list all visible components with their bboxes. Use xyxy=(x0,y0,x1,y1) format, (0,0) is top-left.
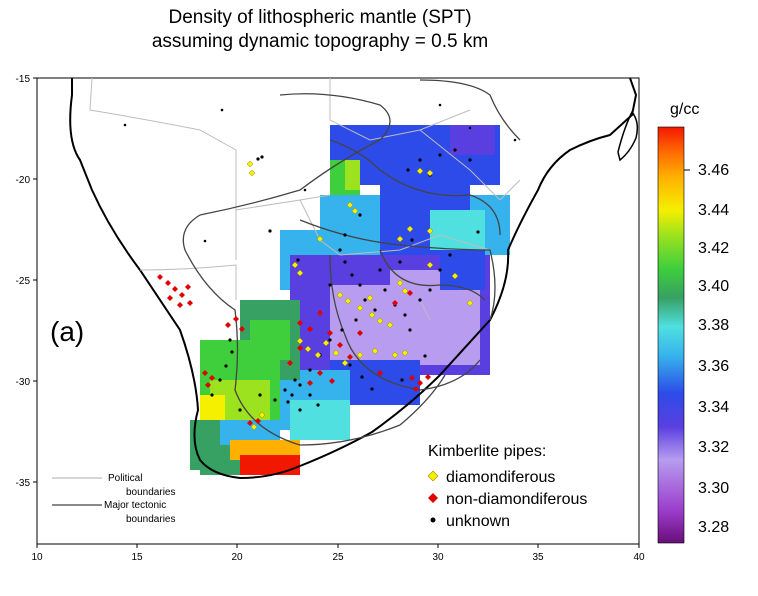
unknown-pipes xyxy=(123,103,517,412)
colorbar-bar xyxy=(657,126,685,544)
x-axis xyxy=(36,544,640,548)
colorbar-tick-label: 3.34 xyxy=(698,399,729,416)
colorbar-unit: g/cc xyxy=(670,101,699,118)
x-tick-label: 30 xyxy=(432,552,444,563)
colorbar-tick-label: 3.28 xyxy=(698,519,729,536)
y-tick-label: -25 xyxy=(16,276,31,287)
madagascar-outline xyxy=(617,110,639,162)
map-title-line-1: Density of lithospheric mantle (SPT) xyxy=(168,7,472,28)
colorbar-tick-label: 3.30 xyxy=(698,480,729,497)
x-tick-label: 20 xyxy=(231,552,243,563)
colorbar-tick-label: 3.32 xyxy=(698,439,729,456)
kimberlite-legend-title: Kimberlite pipes: xyxy=(428,443,546,460)
diamondiferous-legend-label: diamondiferous xyxy=(446,469,555,486)
tectonic-legend-label-1: Major tectonic xyxy=(104,500,166,511)
political-legend-label-1: Political xyxy=(108,473,142,484)
map-title-line-2: assuming dynamic topography = 0.5 km xyxy=(151,31,489,52)
y-tick-label: -35 xyxy=(16,478,31,489)
y-tick-label: -30 xyxy=(16,377,31,388)
y-tick-label: -15 xyxy=(16,74,31,85)
x-tick-label: 40 xyxy=(633,552,645,563)
colorbar-tick-label: 3.36 xyxy=(698,358,729,375)
political-legend-label-2: boundaries xyxy=(126,487,175,498)
x-tick-label: 15 xyxy=(131,552,143,563)
y-tick-label: -20 xyxy=(16,175,31,186)
non-diamondiferous-pipes xyxy=(157,274,431,426)
unknown-legend-label: unknown xyxy=(446,513,510,530)
colorbar-tick-label: 3.40 xyxy=(698,278,729,295)
kimberlite-legend: Kimberlite pipes: diamondiferous non-dia… xyxy=(427,443,587,530)
y-axis xyxy=(33,77,37,483)
diamondiferous-legend-marker xyxy=(427,470,439,482)
non-diamondiferous-legend-label: non-diamondiferous xyxy=(446,491,587,508)
x-tick-label: 25 xyxy=(332,552,344,563)
political-boundaries xyxy=(89,78,521,321)
colorbar-tick-label: 3.38 xyxy=(698,317,729,334)
tectonic-legend-label-2: boundaries xyxy=(126,514,175,525)
colorbar-tick-label: 3.44 xyxy=(698,202,729,219)
x-tick-label: 35 xyxy=(532,552,544,563)
non-diamondiferous-legend-marker xyxy=(428,493,438,503)
colorbar: g/cc 3.46 3.44 3.42 3.40 3.38 3.36 3.34 … xyxy=(657,101,729,544)
x-tick-label: 10 xyxy=(31,552,43,563)
boundary-legend: Political boundaries Major tectonic boun… xyxy=(52,473,175,525)
coastline xyxy=(69,78,638,480)
diamondiferous-pipes xyxy=(246,160,474,431)
colorbar-tick-label: 3.42 xyxy=(698,240,729,257)
unknown-legend-marker xyxy=(430,517,436,523)
colorbar-tick-label: 3.46 xyxy=(698,162,729,179)
panel-label: (a) xyxy=(50,316,84,347)
